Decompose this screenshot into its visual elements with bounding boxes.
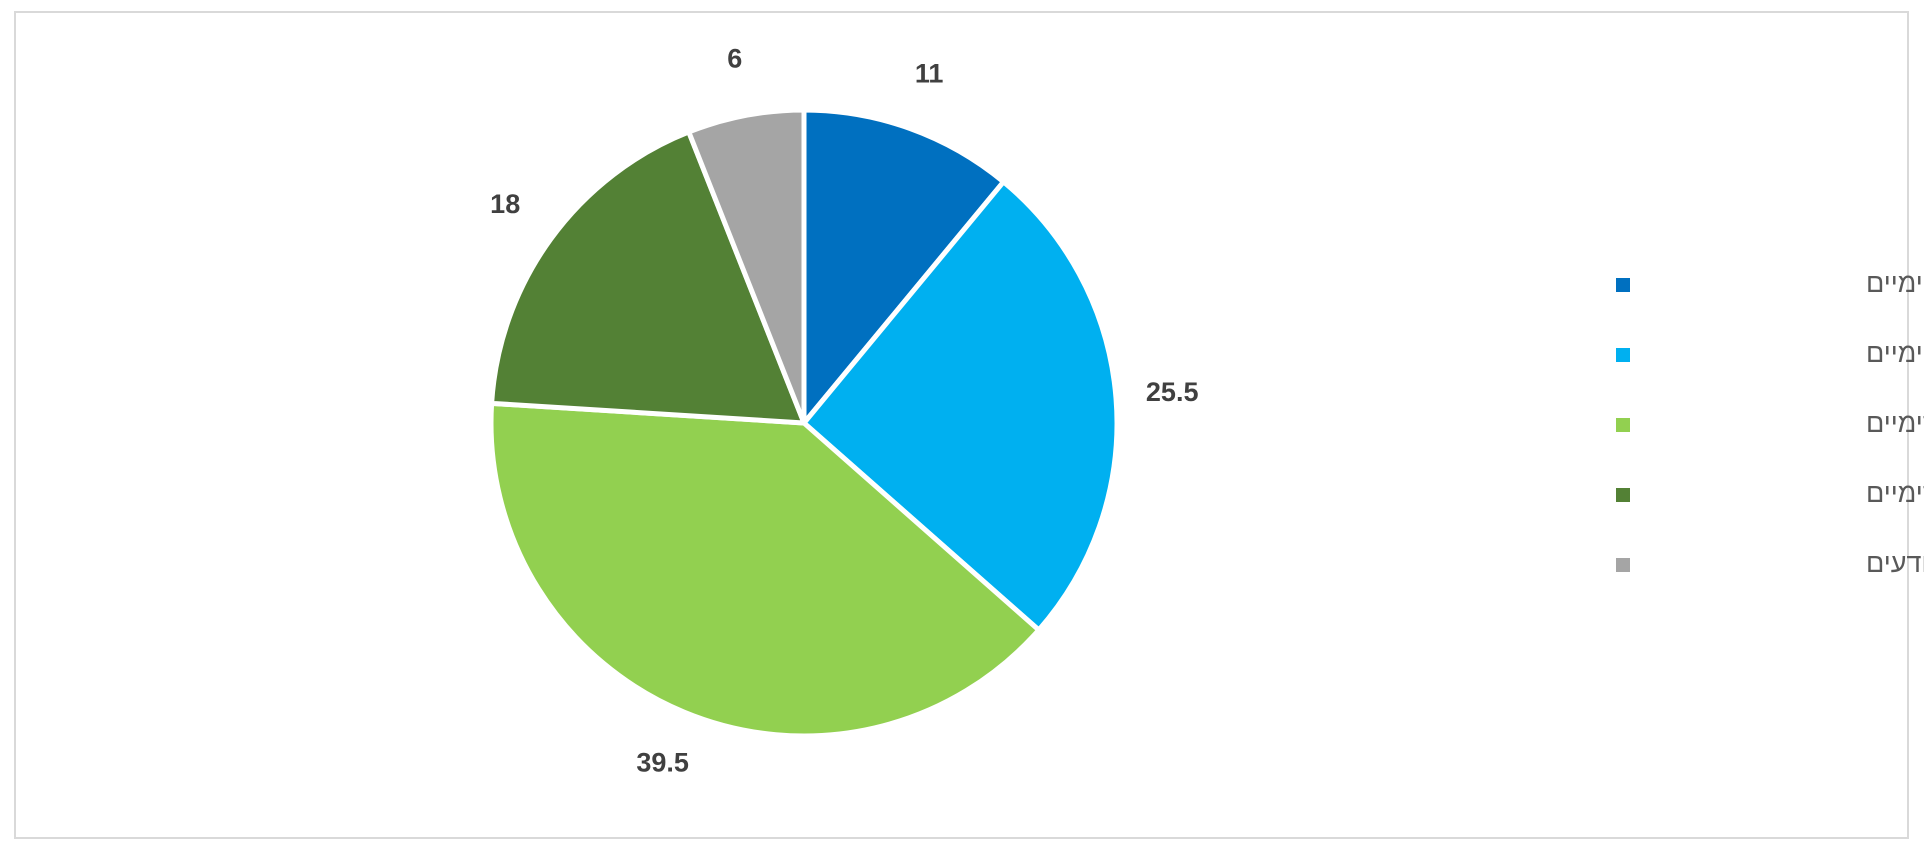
pie-slice: [686, 107, 807, 426]
legend-label: לא יודעים: [1866, 548, 1924, 578]
legend-label: מאוד פסימיים: [1866, 478, 1924, 508]
legend-swatch: [1616, 558, 1630, 572]
pie-slice: [488, 400, 1042, 739]
legend-label: די פסימיים: [1866, 408, 1924, 438]
data-label: 11: [915, 59, 944, 89]
legend-swatch: [1616, 278, 1630, 292]
legend-label: די אופטימיים: [1866, 338, 1924, 368]
legend-swatch: [1616, 348, 1630, 362]
data-label: 6: [727, 43, 742, 73]
pie-slice: [489, 129, 807, 426]
data-label: 39.5: [636, 747, 689, 777]
data-label: 18: [490, 189, 520, 219]
legend-swatch: [1616, 488, 1630, 502]
data-label: 25.5: [1146, 377, 1199, 407]
pie-slice: [801, 179, 1120, 633]
pie-slice: [801, 107, 1007, 426]
legend-label: מאוד אופטימיים: [1866, 268, 1924, 298]
legend-swatch: [1616, 418, 1630, 432]
